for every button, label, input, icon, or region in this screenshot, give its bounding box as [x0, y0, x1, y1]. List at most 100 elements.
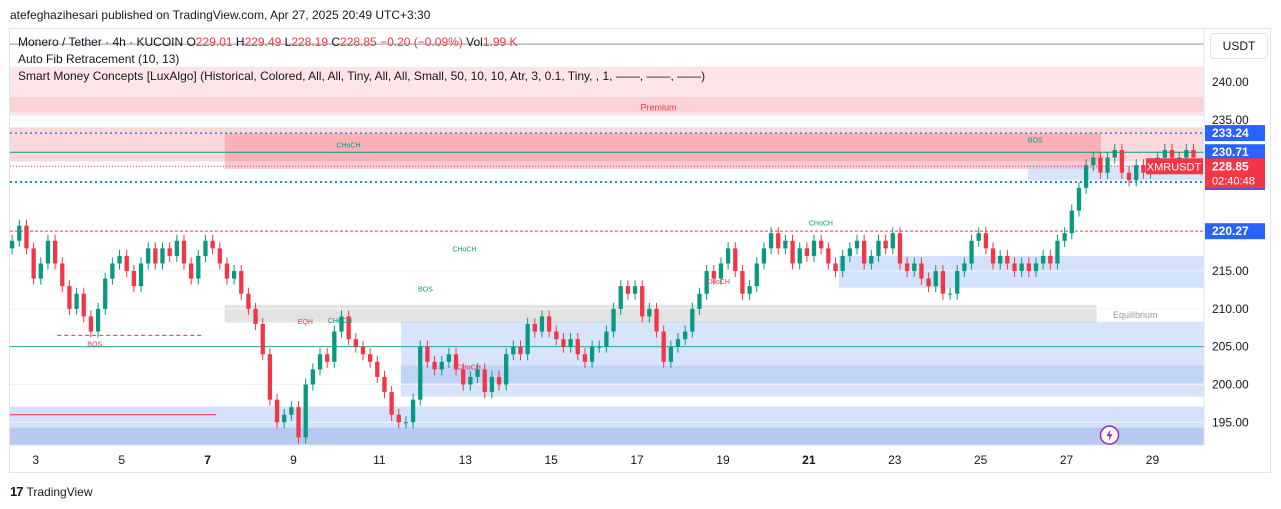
candle-body — [597, 346, 602, 348]
candle-body — [826, 248, 831, 264]
candle-body — [575, 339, 580, 355]
candle-body — [582, 354, 588, 362]
candle-body — [840, 255, 845, 272]
structure-label: EQH — [298, 319, 313, 326]
candle-body — [239, 271, 244, 294]
candle-body — [647, 308, 652, 317]
candle-body — [1191, 150, 1196, 158]
last-price-box — [1205, 158, 1265, 189]
countdown-text: 02:40:48 — [1212, 175, 1255, 187]
time-tick-label: 5 — [118, 453, 125, 467]
indicator-smc[interactable]: Smart Money Concepts [LuxAlgo] (Historic… — [18, 69, 706, 83]
candle-body — [224, 263, 230, 279]
candle-body — [432, 361, 437, 370]
candle-body — [196, 255, 201, 279]
candle-body — [1177, 157, 1182, 159]
publisher-line: atefeghazihesari published on TradingVie… — [10, 8, 431, 22]
candle-body — [81, 293, 86, 317]
candle-body — [389, 392, 394, 415]
candle-body — [518, 346, 523, 355]
time-tick-label: 7 — [204, 453, 211, 467]
candle-body — [947, 293, 953, 295]
candle-body — [511, 346, 516, 355]
price-label-box — [1205, 223, 1265, 240]
structure-label: CHoCH — [452, 246, 476, 253]
volume-value: 1.99 K — [482, 35, 518, 49]
candle-body — [525, 323, 530, 355]
price-chart[interactable]: CHoCH CHoCH BOS CHoCH EQH CHoCH BOS CHoCH CHoCH B… — [9, 29, 1270, 472]
last-price-text: 228.85 — [1212, 159, 1249, 173]
candle-body — [632, 286, 638, 294]
candle-body — [375, 361, 380, 377]
candle-body — [776, 233, 781, 249]
premium-zone-band — [10, 97, 1204, 116]
premium-label: Premium — [641, 103, 677, 113]
candle-body — [854, 240, 860, 249]
candle-body — [346, 316, 351, 340]
candle-body — [546, 316, 552, 332]
time-tick-label: 11 — [373, 453, 386, 467]
candle-body — [847, 248, 852, 256]
candle-body — [790, 240, 795, 264]
candle-body — [654, 308, 659, 332]
candle-body — [976, 233, 981, 241]
candle-body — [52, 240, 58, 264]
candle-body — [1083, 165, 1089, 188]
candle-body — [532, 323, 537, 332]
premium-zone-outer — [10, 66, 1204, 113]
chart-area[interactable]: CHoCH CHoCH BOS CHoCH EQH CHoCH BOS CHoCH CHoCH B… — [9, 28, 1271, 473]
candle-body — [1119, 150, 1125, 173]
indicator-fib[interactable]: Auto Fib Retracement (10, 13) — [18, 52, 180, 66]
candle-body — [188, 263, 194, 279]
candle-body — [1098, 157, 1103, 173]
price-tick-label: 205.00 — [1212, 340, 1249, 354]
candle-body — [733, 248, 738, 272]
candle-body — [231, 271, 237, 279]
chart-legend: Monero / Tether · 4h · KUCOIN O229.01 H2… — [18, 34, 705, 85]
candle-body — [210, 240, 215, 249]
candle-body — [1012, 263, 1017, 272]
candle-body — [9, 240, 15, 249]
candle-body — [625, 286, 631, 294]
candle-body — [640, 286, 645, 317]
discount-zone-bottom — [10, 427, 1204, 445]
candle-body — [611, 308, 616, 332]
candle-body — [360, 346, 366, 355]
structure-label: CHoCH — [328, 318, 352, 325]
candle-body — [690, 308, 695, 332]
candle-body — [897, 233, 903, 264]
symbol-label[interactable]: Monero / Tether · 4h · KUCOIN — [18, 35, 184, 49]
equilibrium-label: Equilibrium — [1113, 310, 1158, 320]
candle-body — [475, 369, 480, 377]
price-label-text: 230.71 — [1212, 145, 1249, 159]
candle-body — [396, 414, 401, 423]
candle-body — [489, 376, 494, 393]
candle-body — [17, 225, 22, 241]
candle-body — [124, 255, 129, 272]
candle-body — [103, 278, 108, 309]
candle-body — [325, 354, 330, 362]
candle-body — [1048, 255, 1053, 264]
close-value: 228.85 — [340, 35, 377, 49]
price-tick-label: 210.00 — [1212, 302, 1249, 316]
candle-body — [876, 240, 881, 256]
currency-button[interactable]: USDT — [1210, 33, 1268, 59]
candle-body — [403, 422, 409, 424]
candle-body — [131, 271, 137, 287]
symbol-badge-text: XMRUSDT — [1147, 161, 1202, 173]
candle-body — [697, 293, 702, 309]
candle-body — [561, 339, 566, 347]
candle-body — [95, 308, 101, 332]
tradingview-footer: 17 TradingView — [10, 484, 93, 499]
structure-label: CHoCH — [809, 221, 833, 228]
candle-body — [618, 286, 623, 309]
candle-body — [1062, 233, 1067, 241]
candle-body — [246, 293, 251, 309]
time-tick-label: 15 — [544, 453, 558, 467]
structure-label: CHoCH — [457, 364, 481, 371]
candle-body — [382, 376, 387, 393]
candle-body — [1055, 240, 1060, 264]
candle-body — [174, 240, 179, 256]
candle-body — [24, 225, 29, 249]
candle-body — [1040, 255, 1046, 264]
